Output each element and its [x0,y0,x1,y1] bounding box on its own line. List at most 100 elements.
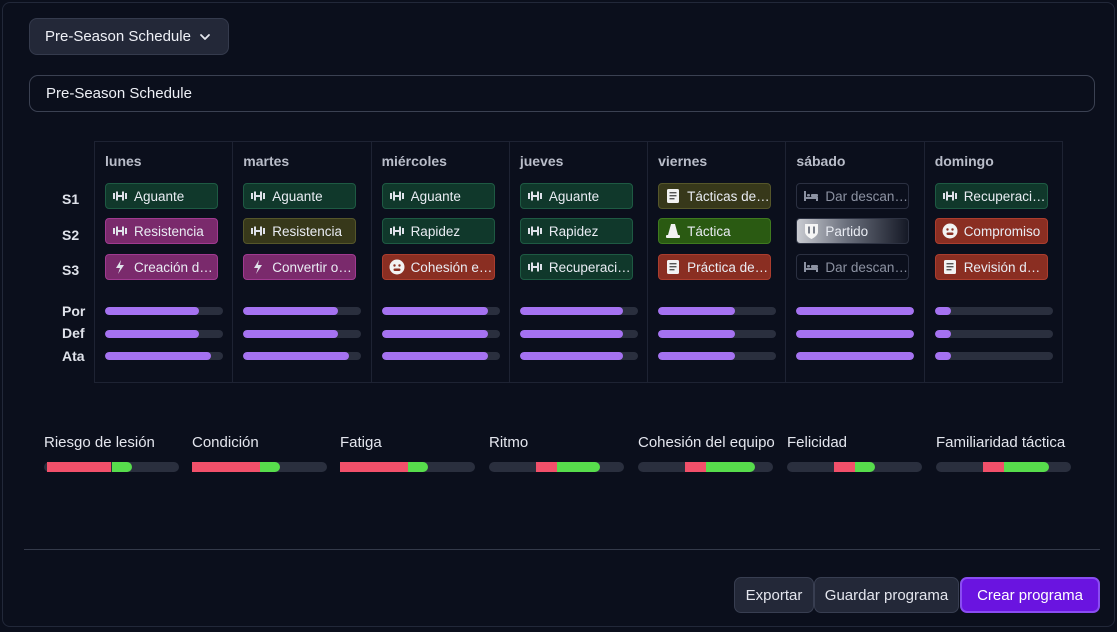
schedule-name-input[interactable] [29,75,1095,112]
session-chip[interactable]: Recuperación [934,183,1048,209]
session-label: Resistencia [134,223,204,239]
session-chip[interactable]: Compromiso [934,218,1048,244]
session-chip[interactable]: Práctica de tiro [658,254,772,280]
level-bar-fill [796,352,915,360]
session-chip[interactable]: Rapidez [381,218,495,244]
session-label: Aguante [134,188,185,204]
metric-bar [340,462,475,472]
metric-bar-positive [854,462,875,472]
metric-item: Condición [192,434,327,472]
level-bar-def [519,330,638,338]
row-label-ata: Ata [62,348,85,364]
cone-icon [665,223,681,239]
session-chip[interactable]: Dar descanso [796,183,910,209]
metric-bar [787,462,922,472]
session-chip[interactable]: Aguante [243,183,357,209]
metric-bar [44,462,179,472]
metric-item: Riesgo de lesión [44,434,179,472]
session-chip[interactable]: Aguante [105,183,218,209]
day-column: lunes Aguante Resistencia Creación de oport… [95,142,234,382]
dumbbell-icon [527,259,543,275]
metric-bar-negative [192,462,260,472]
metric-bar-positive [407,462,428,472]
level-bar-fill [105,307,200,315]
export-button[interactable]: Exportar [734,577,814,613]
metric-label: Ritmo [489,434,529,451]
session-chip[interactable]: Recuperación [519,254,633,280]
level-bar-def [105,330,223,338]
metric-bar-positive [111,462,132,472]
metric-bar [638,462,773,472]
metric-bar [192,462,327,472]
session-chip[interactable]: Revisión de partido [934,254,1048,280]
level-bar-fill [658,330,735,338]
session-chip[interactable]: Táctica [658,218,772,244]
level-bar-fill [243,307,338,315]
session-label: Creación de oportunidades [134,259,217,275]
metric-bar-positive [705,462,756,472]
metric-item: Felicidad [787,434,922,472]
day-header: jueves [519,153,564,169]
session-chip[interactable]: Aguante [381,183,495,209]
footer-divider [24,549,1100,550]
lightning-icon [250,259,266,275]
level-bar-ata [381,352,500,360]
level-bar-fill [658,352,735,360]
day-column: sábado Dar descanso Partido Dar descanso [786,142,925,382]
session-label: Cohesión equipo [410,259,494,275]
level-bar-ata [105,352,223,360]
level-bar-fill [381,330,488,338]
metric-label: Cohesión del equipo [638,434,775,451]
session-label: Revisión de partido [963,259,1047,275]
level-bar-fill [796,330,915,338]
session-chip[interactable]: Resistencia [105,218,218,244]
day-header: lunes [105,153,142,169]
level-bar-fill [934,352,952,360]
level-bar-fill [105,330,200,338]
schedule-select-value: Pre-Season Schedule [45,28,191,45]
metric-label: Condición [192,434,259,451]
level-bar-por [381,307,500,315]
metric-item: Fatiga [340,434,475,472]
session-label: Resistencia [272,223,343,239]
session-chip[interactable]: Cohesión equipo [381,254,495,280]
dumbbell-icon [112,188,128,204]
session-chip[interactable]: Tácticas de partido [658,183,772,209]
session-chip[interactable]: Convertir oportunidades [243,254,357,280]
session-chip[interactable]: Rapidez [519,218,633,244]
session-label: Compromiso [963,223,1041,239]
session-chip[interactable]: Dar descanso [796,254,910,280]
level-bar-def [243,330,362,338]
session-label: Convertir oportunidades [272,259,355,275]
day-column: domingo Recuperación Compromiso Revisión de… [925,142,1062,382]
schedule-select[interactable]: Pre-Season Schedule [29,18,229,55]
session-chip[interactable]: Resistencia [243,218,357,244]
session-chip[interactable]: Partido [796,218,910,244]
save-schedule-button[interactable]: Guardar programa [814,577,959,613]
level-bar-ata [934,352,1053,360]
session-label: Recuperación [548,259,632,275]
session-chip[interactable]: Creación de oportunidades [105,254,218,280]
create-schedule-button[interactable]: Crear programa [960,577,1100,613]
document-icon [665,188,681,204]
bed-icon [803,188,819,204]
document-icon [942,259,958,275]
day-column: jueves Aguante Rapidez Recuperación [510,142,649,382]
day-column: viernes Tácticas de partido Táctica Práctic… [648,142,787,382]
metric-bar-positive [1003,462,1050,472]
session-chip[interactable]: Aguante [519,183,633,209]
dumbbell-icon [389,223,405,239]
metric-bar [936,462,1071,472]
metric-label: Felicidad [787,434,848,451]
level-bar-def [796,330,915,338]
dumbbell-icon [389,188,405,204]
chevron-down-icon [200,34,210,40]
metric-label: Fatiga [340,434,382,451]
level-bar-fill [381,307,488,315]
row-label-def: Def [62,325,85,341]
level-bar-por [796,307,915,315]
dumbbell-icon [527,188,543,204]
level-bar-por [105,307,223,315]
level-bar-fill [519,307,623,315]
level-bar-por [658,307,777,315]
